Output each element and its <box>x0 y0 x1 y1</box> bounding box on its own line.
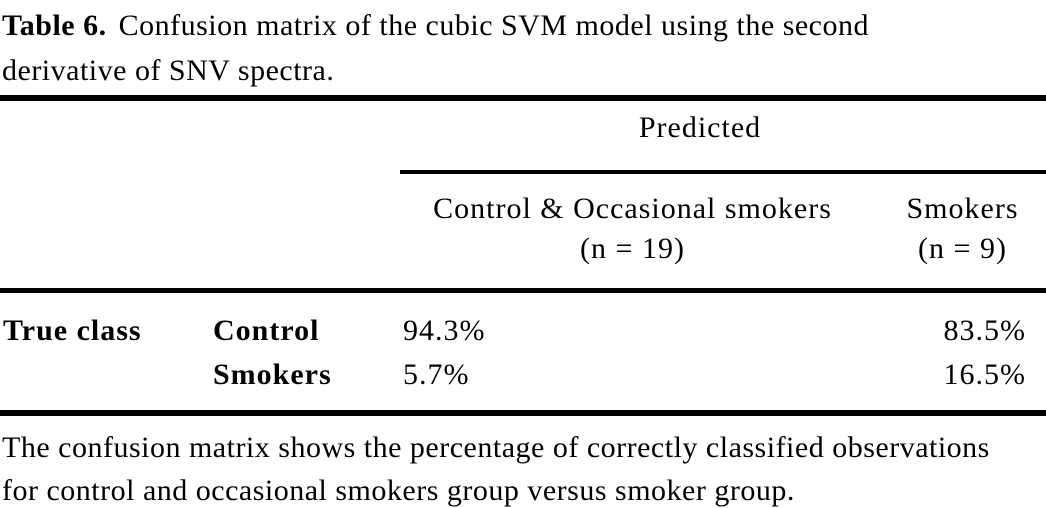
cell-control-predicted-smokers: 83.5% <box>943 314 1026 347</box>
column-sample-size: (n = 19) <box>580 232 685 265</box>
caption-label: Table 6. <box>2 9 107 42</box>
cell-control-predicted-control: 94.3% <box>403 314 486 347</box>
column-title: Control & Occasional smokers <box>433 192 832 225</box>
column-title: Smokers <box>906 192 1019 225</box>
cell-smokers-predicted-control: 5.7% <box>403 358 470 391</box>
rule-mid <box>0 288 1046 293</box>
column-sample-size: (n = 9) <box>918 232 1007 265</box>
rule-predicted-underline <box>400 170 1046 174</box>
table-caption: Table 6. Confusion matrix of the cubic SV… <box>2 3 982 93</box>
row-label-smokers: Smokers <box>213 358 332 391</box>
caption-text: Confusion matrix of the cubic SVM model … <box>2 9 869 87</box>
row-label-control: Control <box>213 314 320 347</box>
rule-top <box>0 95 1046 101</box>
column-header-control-occasional-smokers: Control & Occasional smokers (n = 19) <box>400 189 865 269</box>
rule-bottom <box>0 410 1046 416</box>
column-header-smokers: Smokers (n = 9) <box>865 189 1046 269</box>
predicted-spanner-header: Predicted <box>638 111 762 144</box>
table-footnote: The confusion matrix shows the percentag… <box>2 431 990 507</box>
cell-smokers-predicted-smokers: 16.5% <box>943 358 1026 391</box>
stub-header-true-class: True class <box>3 314 142 347</box>
